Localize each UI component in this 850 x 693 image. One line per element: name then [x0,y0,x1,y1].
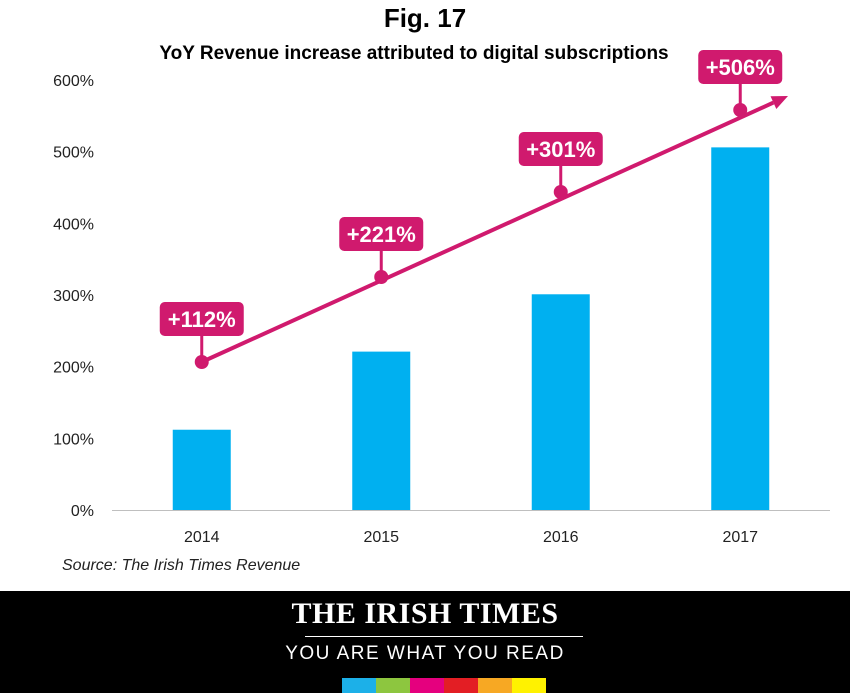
callout-box [518,132,603,166]
x-tick-label: 2017 [722,529,758,546]
stripe-segment [512,678,546,693]
y-tick-label: 600% [53,73,94,90]
masthead-rule [305,636,583,637]
y-tick-label: 400% [53,216,94,233]
y-tick-label: 100% [53,431,94,448]
masthead-logo: THE IRISH TIMES [291,597,559,630]
x-tick-label: 2016 [543,529,579,546]
y-tick-label: 200% [53,360,94,377]
stripe-segment [342,678,376,693]
stripe-segment [444,678,478,693]
x-tick-label: 2014 [184,529,220,546]
bar-2015 [352,351,411,510]
bars [172,147,770,510]
data-label: +301% [526,137,595,162]
source-note: Source: The Irish Times Revenue [62,557,301,574]
data-label: +506% [706,55,775,80]
callout-box [698,50,783,84]
y-tick-label: 300% [53,288,94,305]
bar-2014 [172,429,231,510]
trend-point [553,185,568,199]
tagline: YOU ARE WHAT YOU READ [285,643,565,664]
trend-point [194,355,209,369]
stripe-segment [376,678,410,693]
figure-label: Fig. 17 [383,3,467,33]
x-tick-label: 2015 [363,529,399,546]
x-axis: 2014 2015 2016 2017 [184,529,758,546]
stripe-segment [410,678,444,693]
color-stripe [342,678,546,693]
y-tick-label: 0% [71,503,94,520]
y-tick-label: 500% [53,145,94,162]
trend-arrowhead [770,96,788,109]
value-callouts: +112% +221% +301% +506% [159,50,783,369]
chart-title: YoY Revenue increase attributed to digit… [159,43,669,64]
stripe-segment [478,678,512,693]
y-axis: 0% 100% 200% 300% 400% 500% 600% [53,73,94,520]
data-label: +221% [347,222,416,247]
bar-chart: 0%100%200%300%400%500%600% 2014 2015 2016 2… [53,50,830,546]
callout-box [339,217,424,251]
trend-arrow [200,96,788,364]
trend-point [733,103,748,117]
trend-point [374,270,389,284]
footer-banner: THE IRISH TIMES YOU ARE WHAT YOU READ [0,591,850,693]
bar-2017 [711,147,770,510]
bar-2016 [531,294,590,510]
trend-line [200,100,775,364]
data-label: +112% [168,307,236,332]
callout-box [159,302,244,336]
